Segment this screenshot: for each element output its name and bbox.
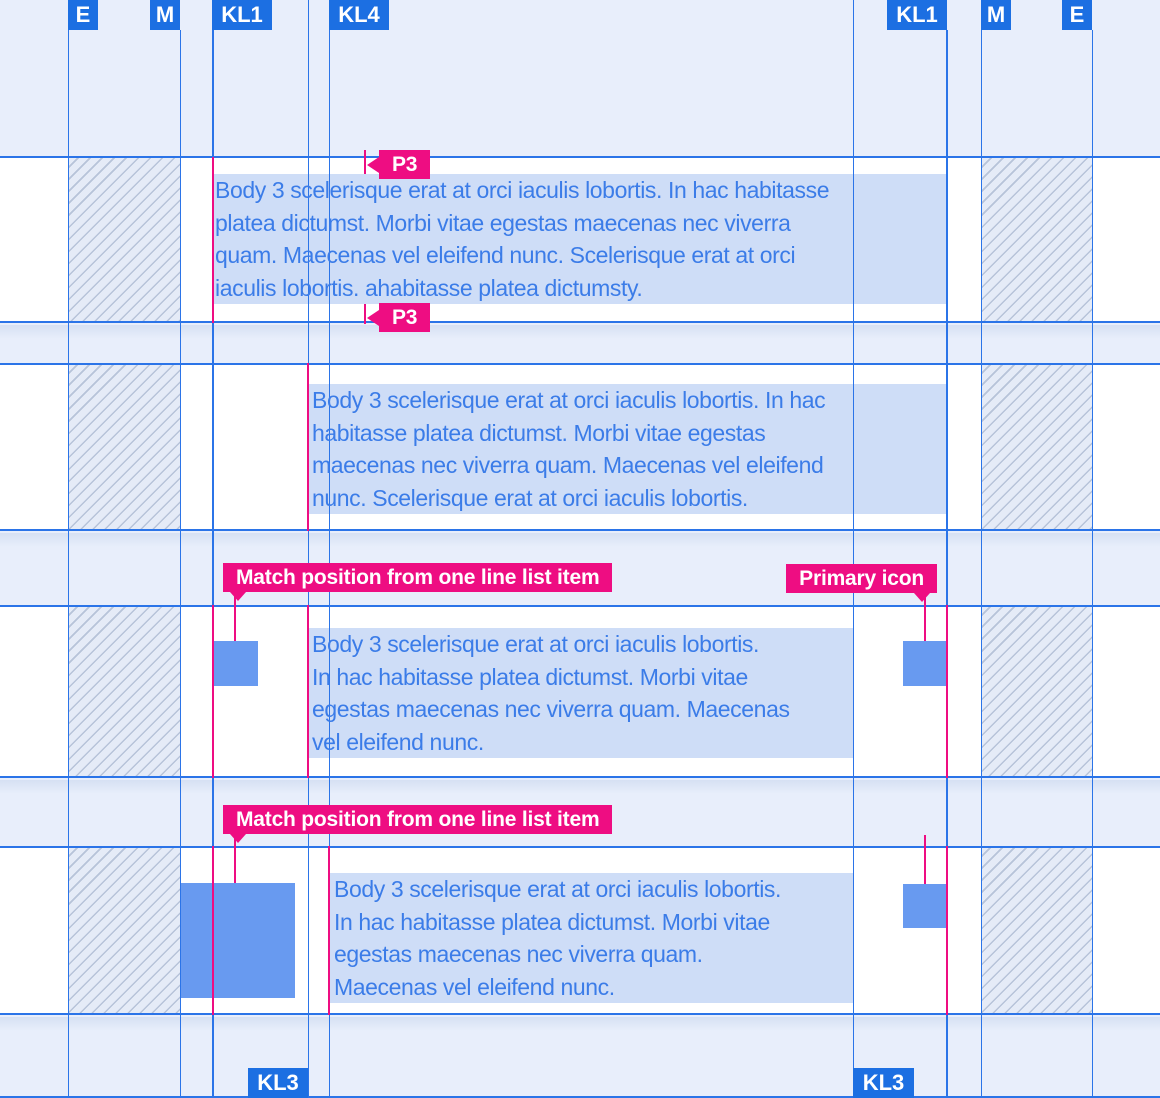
keyline-kl3-left xyxy=(307,0,309,1098)
text-highlight-row3 xyxy=(308,628,853,758)
right-margin-hatch xyxy=(981,363,1092,531)
text-line: Body 3 scelerisque erat at orci iaculis … xyxy=(334,876,782,902)
pink-keyline-row1-kl1 xyxy=(211,157,214,323)
keyline-label-e-left: E xyxy=(68,0,98,30)
text-line: iaculis lobortis. ahabitasse platea dict… xyxy=(215,274,643,301)
keyline-e-right xyxy=(1091,30,1093,1098)
body-text-row2: Body 3 scelerisque erat at orci iaculis … xyxy=(312,384,826,514)
right-margin-hatch xyxy=(981,157,1092,323)
keyline-label-kl3-left: KL3 xyxy=(248,1068,308,1098)
pink-keyline-row3-kl1 xyxy=(211,605,214,778)
row-shadow xyxy=(0,780,1160,794)
left-margin-hatch xyxy=(68,846,180,1015)
text-line: egestas maecenas nec viverra quam. xyxy=(334,941,703,967)
keyline-kl3-right xyxy=(852,0,854,1098)
pink-keyline-row2-kl3 xyxy=(307,363,309,531)
text-line: Maecenas vel eleifend nunc. xyxy=(334,973,615,1000)
row3-top-line xyxy=(0,605,1160,607)
keyline-kl1-right xyxy=(946,30,948,1098)
padding-tick-bottom xyxy=(364,304,366,324)
text-line: In hac habitasse platea dictumst. Morbi … xyxy=(312,663,748,690)
avatar-placeholder xyxy=(180,883,295,998)
right-margin-hatch xyxy=(981,605,1092,778)
keyline-m-right xyxy=(980,30,982,1098)
text-highlight-row4 xyxy=(329,873,853,1003)
body-text-row1: Body 3 scelerisque erat at orci iaculis … xyxy=(215,174,830,304)
padding-tick-top xyxy=(364,150,366,174)
text-highlight-row2 xyxy=(308,384,946,514)
p3-padding-label-top: P3 xyxy=(379,150,431,179)
body-text-row4: Body 3 scelerisque erat at orci iaculis … xyxy=(334,873,781,1003)
text-line: quam. Maecenas vel eleifend nunc. Sceler… xyxy=(215,242,796,268)
keyline-label-kl3-right: KL3 xyxy=(853,1068,914,1098)
row-shadow xyxy=(0,533,1160,547)
pink-keyline-row3-kl1-right xyxy=(945,605,948,778)
pink-keyline-row4-kl1 xyxy=(211,846,214,1015)
row1-top-line xyxy=(0,156,1160,158)
row-shadow xyxy=(0,1017,1160,1031)
left-margin-hatch xyxy=(68,157,180,323)
text-line: In hac habitasse platea dictumst. Morbi … xyxy=(334,908,770,935)
match-position-label-bottom: Match position from one line list item xyxy=(223,805,613,843)
text-line: habitasse platea dictumst. Morbi vitae e… xyxy=(312,419,766,446)
row3-bottom-line xyxy=(0,776,1160,778)
keyline-e-left xyxy=(67,30,69,1098)
text-highlight-row1 xyxy=(212,174,946,304)
pink-keyline-row4-kl4 xyxy=(328,846,330,1015)
pink-keyline-row4-kl1-right xyxy=(945,846,948,1015)
left-margin-hatch xyxy=(68,363,180,531)
left-margin-hatch xyxy=(68,605,180,778)
keyline-kl1-left xyxy=(212,30,214,1098)
row-shadow xyxy=(0,325,1160,339)
text-line: platea dictumst. Morbi vitae egestas mae… xyxy=(215,209,791,236)
keyline-label-kl1-left: KL1 xyxy=(212,0,272,30)
keyline-label-m-right: M xyxy=(981,0,1011,30)
icon-center-tick xyxy=(924,835,926,884)
keyline-label-kl4-left: KL4 xyxy=(329,0,389,30)
primary-icon-label: Primary icon xyxy=(786,564,937,602)
text-line: egestas maecenas nec viverra quam. Maece… xyxy=(312,696,790,722)
keyline-label-m-left: M xyxy=(150,0,180,30)
secondary-icon-placeholder xyxy=(903,884,947,928)
text-line: Body 3 scelerisque erat at orci iaculis … xyxy=(215,177,830,203)
icon-center-tick xyxy=(924,593,926,641)
list-row-3 xyxy=(0,605,1160,778)
row2-top-line xyxy=(0,363,1160,365)
text-line: Body 3 scelerisque erat at orci iaculis … xyxy=(312,631,760,657)
pink-keyline-row3-kl3 xyxy=(307,605,309,778)
icon-center-tick xyxy=(234,593,236,641)
row4-top-line xyxy=(0,846,1160,848)
row4-bottom-line xyxy=(0,1013,1160,1015)
canvas-bottom-line xyxy=(0,1096,1160,1098)
text-line: Body 3 scelerisque erat at orci iaculis … xyxy=(312,387,826,413)
icon-center-tick xyxy=(234,835,236,883)
keyline-m-left xyxy=(179,30,181,1098)
row2-bottom-line xyxy=(0,529,1160,531)
text-line: vel eleifend nunc. xyxy=(312,728,484,755)
right-margin-hatch xyxy=(981,846,1092,1015)
keyline-label-kl1-right: KL1 xyxy=(887,0,947,30)
secondary-icon-placeholder xyxy=(903,641,947,686)
p3-padding-label-bottom: P3 xyxy=(379,303,431,332)
body-text-row3: Body 3 scelerisque erat at orci iaculis … xyxy=(312,628,790,758)
keyline-label-e-right: E xyxy=(1062,0,1092,30)
text-line: nunc. Scelerisque erat at orci iaculis l… xyxy=(312,484,748,511)
text-line: maecenas nec viverra quam. Maecenas vel … xyxy=(312,452,824,478)
match-position-label-top: Match position from one line list item xyxy=(223,563,613,601)
primary-icon-placeholder xyxy=(214,641,258,686)
row1-bottom-line xyxy=(0,321,1160,323)
